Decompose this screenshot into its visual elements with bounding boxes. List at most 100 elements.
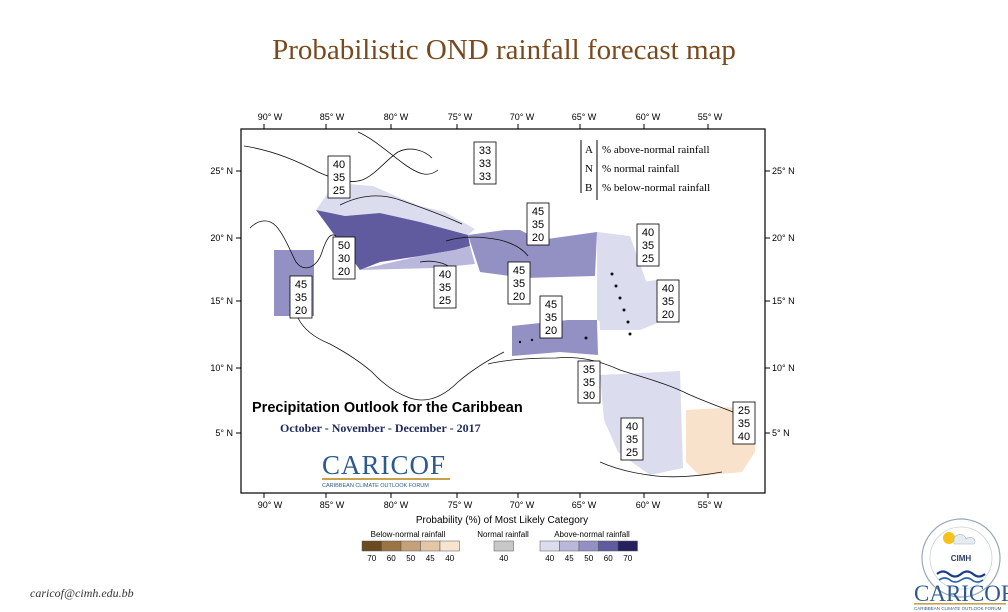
label-above: 40: [662, 283, 674, 295]
lat-label-right: 25° N: [772, 166, 795, 176]
caricof-footer-subtitle: CARIBBEAN CLIMATE OUTLOOK FORUM: [914, 606, 1002, 611]
key-text-above: % above-normal rainfall: [602, 144, 710, 156]
footer-email: caricof@cimh.edu.bb: [30, 586, 134, 600]
label-normal: 35: [333, 172, 345, 184]
key-text-normal: % normal rainfall: [602, 163, 680, 175]
region-bahamas: [316, 183, 475, 235]
label-below: 20: [513, 291, 525, 303]
label-normal: 35: [626, 434, 638, 446]
caricof-logo-map: CARICOF CARIBBEAN CLIMATE OUTLOOK FORUM: [322, 450, 450, 489]
lon-label-top: 90° W: [258, 112, 283, 122]
caricof-footer-text: CARICOF: [914, 581, 1008, 606]
legend-swatch: [420, 540, 441, 552]
legend-tick-label: 50: [406, 554, 415, 563]
lon-label-top: 70° W: [510, 112, 535, 122]
lon-label-top: 55° W: [698, 112, 723, 122]
lon-label-bottom: 55° W: [698, 500, 723, 510]
lon-label-top: 65° W: [572, 112, 597, 122]
lon-label-top: 60° W: [636, 112, 661, 122]
key-letter-b: B: [585, 182, 592, 194]
label-box-frame: [332, 236, 356, 280]
sun-icon: [943, 532, 955, 544]
lon-label-bottom: 80° W: [384, 500, 409, 510]
coastlines: [243, 131, 753, 478]
legend-tick-label: 40: [445, 554, 454, 563]
label-normal: 35: [545, 312, 557, 324]
label-below: 40: [738, 431, 750, 443]
lon-label-bottom: 65° W: [572, 500, 597, 510]
cimh-badge: CIMH: [921, 518, 1001, 598]
label-box-frame: [620, 417, 644, 461]
label-below: 25: [439, 295, 451, 307]
legend-tick-label: 45: [565, 554, 574, 563]
label-normal: 33: [479, 158, 491, 170]
legend-tick-label: 40: [499, 554, 508, 563]
lat-label-right: 15° N: [772, 296, 795, 306]
lon-label-bottom: 60° W: [636, 500, 661, 510]
lon-label-top: 75° W: [448, 112, 473, 122]
label-normal: 35: [583, 377, 595, 389]
label-above: 45: [295, 279, 307, 291]
label-normal: 35: [738, 418, 750, 430]
label-box-frame: [327, 155, 351, 199]
lat-label-left: 25° N: [210, 166, 233, 176]
label-below: 20: [662, 309, 674, 321]
legend-tick-label: 50: [584, 554, 593, 563]
label-above: 40: [439, 269, 451, 281]
map-period: October - November - December - 2017: [280, 421, 481, 435]
label-above: 45: [513, 265, 525, 277]
region-central-caribbean: [358, 246, 475, 270]
wave-icon: [936, 570, 986, 578]
lat-label-right: 5° N: [772, 428, 790, 438]
lon-label-bottom: 85° W: [320, 500, 345, 510]
legend-swatch: [598, 540, 619, 552]
key-letter-a: A: [585, 144, 593, 156]
legend-tick-label: 70: [623, 554, 632, 563]
lat-label-right: 10° N: [772, 363, 795, 373]
legend-tick-label: 45: [426, 554, 435, 563]
legend-tick-label: 70: [367, 554, 376, 563]
label-box-frame: [539, 295, 563, 339]
legend-swatch: [539, 540, 560, 552]
label-below: 20: [545, 325, 557, 337]
legend-swatch: [439, 540, 460, 552]
legend-title: Probability (%) of Most Likely Category: [416, 515, 588, 526]
label-below: 20: [295, 305, 307, 317]
label-box-frame: [473, 141, 497, 185]
label-above: 40: [642, 227, 654, 239]
label-above: 25: [738, 405, 750, 417]
label-above: 35: [583, 364, 595, 376]
label-normal: 30: [338, 253, 350, 265]
label-box-frame: [577, 360, 601, 404]
lon-label-top: 80° W: [384, 112, 409, 122]
legend-tick-label: 60: [604, 554, 613, 563]
label-below: 20: [338, 266, 350, 278]
lon-label-bottom: 75° W: [448, 500, 473, 510]
caricof-logo-text: CARICOF: [322, 450, 446, 480]
lon-label-top: 85° W: [320, 112, 345, 122]
legend-tick-label: 60: [387, 554, 396, 563]
slide-title: Probabilistic OND rainfall forecast map: [272, 34, 736, 66]
legend-group-label: Below-normal rainfall: [371, 530, 446, 539]
legend-group-label: Above-normal rainfall: [554, 530, 630, 539]
label-above: 40: [626, 421, 638, 433]
region-windward-islands: [597, 280, 665, 330]
lat-label-right: 20° N: [772, 233, 795, 243]
label-above: 40: [333, 159, 345, 171]
label-normal: 35: [513, 278, 525, 290]
label-above: 45: [545, 299, 557, 311]
label-normal: 35: [295, 292, 307, 304]
label-normal: 35: [439, 282, 451, 294]
cloud-icon: [953, 534, 976, 545]
legend-tick-label: 40: [545, 554, 554, 563]
label-below: 25: [642, 253, 654, 265]
